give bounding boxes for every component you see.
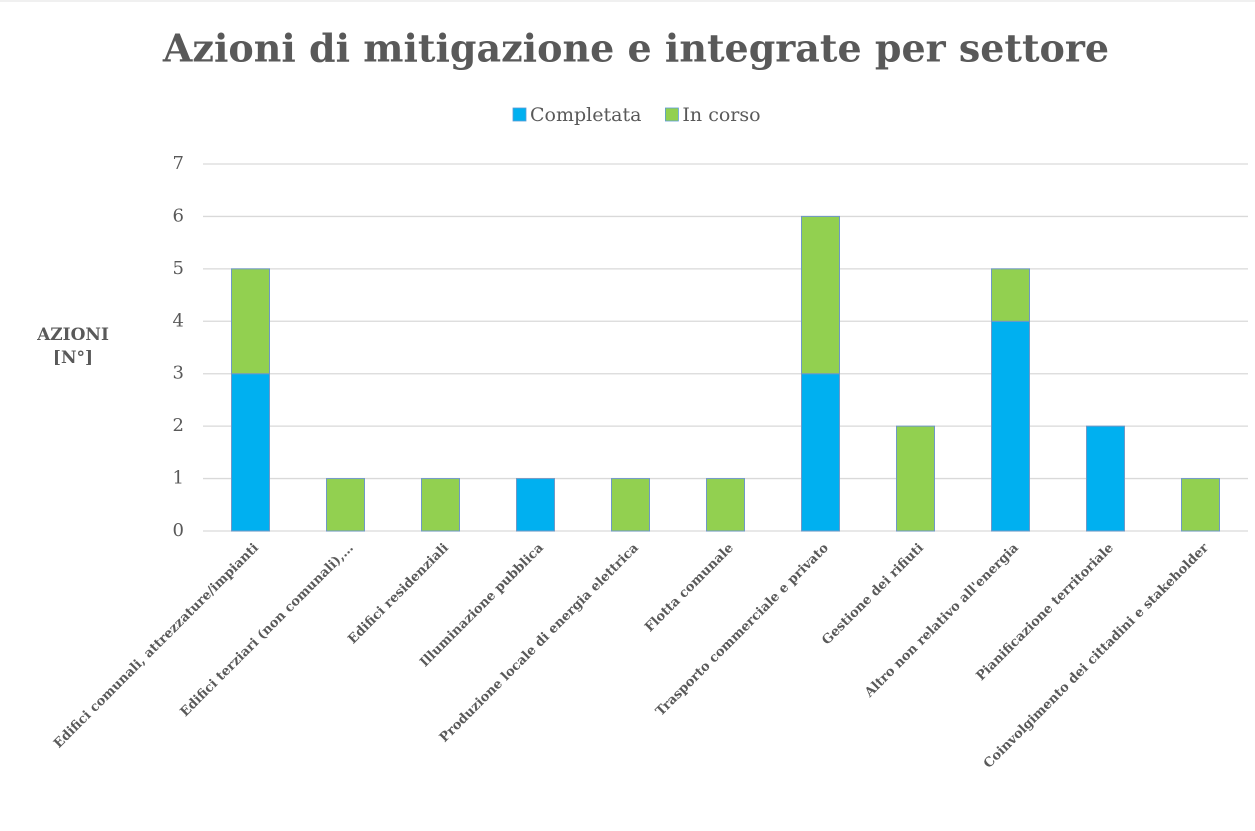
bar-segment [1086, 425, 1125, 532]
bar-segment [231, 268, 270, 375]
bar-segment [801, 215, 840, 375]
bar-segment [991, 268, 1030, 322]
y-tick-label: 2 [173, 415, 184, 436]
x-tick-label: Flotta comunale [642, 541, 737, 636]
bar-segment [516, 478, 555, 532]
x-tick-label: Gestione dei rifiuti [819, 541, 927, 649]
bar-segment [231, 373, 270, 532]
y-tick-label: 5 [173, 258, 184, 279]
y-tick-label: 4 [173, 310, 184, 331]
x-tick-label: Edifici residenziali [345, 541, 452, 648]
legend-label: In corso [682, 104, 760, 126]
x-tick-label: Produzione locale di energia elettrica [437, 540, 642, 745]
bar-segment [421, 478, 460, 532]
legend-label: Completata [530, 104, 641, 126]
bar-segment [896, 425, 935, 532]
x-tick-label: Edifici comunali, attrezzature/impianti [51, 541, 262, 752]
y-tick-label: 6 [173, 205, 184, 226]
legend-swatch [665, 107, 679, 122]
bar-segment [991, 320, 1030, 532]
bar-segment [1181, 478, 1220, 532]
y-axis-label: AZIONI [N°] [36, 325, 109, 368]
y-tick-label: 1 [173, 468, 184, 489]
y-tick-label: 0 [173, 520, 184, 541]
y-tick-label: 7 [173, 153, 184, 174]
x-tick-label: Trasporto commerciale e privato [653, 540, 832, 719]
bar-segment [706, 478, 745, 532]
bar-segment [801, 373, 840, 532]
x-tick-label: Edifici terziari (non comunali),… [178, 541, 357, 720]
bar-segment [326, 478, 365, 532]
x-tick-label: Coinvolgimento dei cittadini e stakehold… [981, 541, 1212, 772]
y-tick-label: 3 [173, 363, 184, 384]
chart-title: Azioni di mitigazione e integrate per se… [162, 26, 1109, 71]
bar-segment [611, 478, 650, 532]
legend-swatch [512, 107, 527, 122]
x-tick-label: Altro non relativo all'energia [861, 540, 1022, 701]
